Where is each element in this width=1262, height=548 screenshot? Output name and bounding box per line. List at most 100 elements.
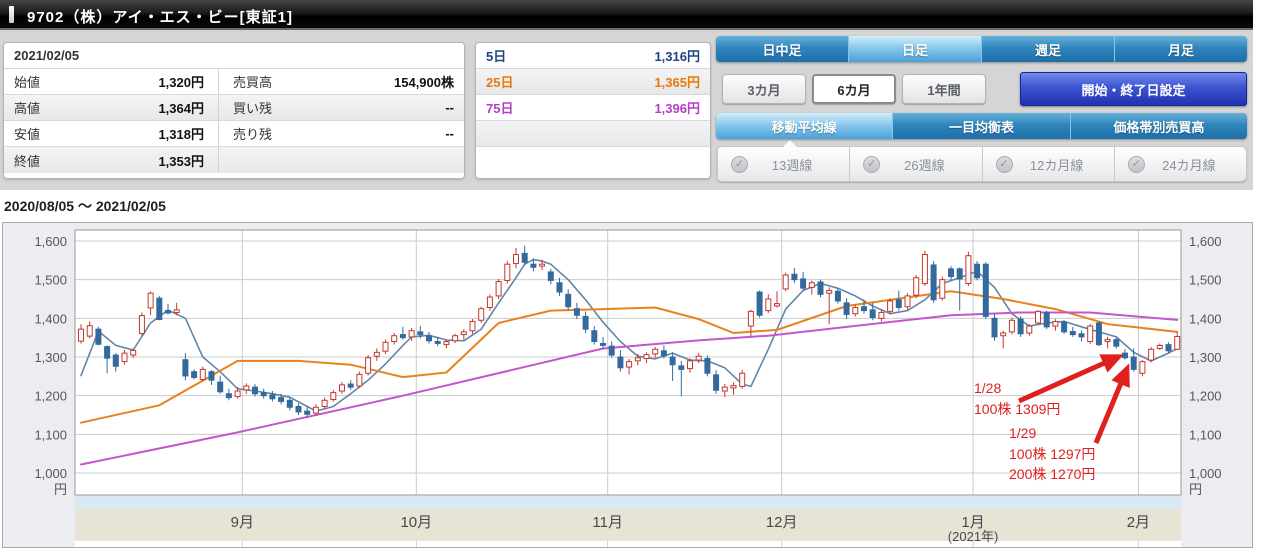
ma-lines [80, 258, 1179, 466]
next-panel-sliver [75, 541, 1181, 547]
candle [1017, 318, 1024, 335]
range-1year-button[interactable]: 1年間 [902, 74, 986, 104]
checkbox-label: 24カ月線 [1162, 157, 1216, 173]
checkbox-label: 13週線 [771, 157, 813, 173]
candle [112, 354, 119, 367]
checkbox-13week-line[interactable]: ✓ 13週線 [717, 147, 849, 181]
range-3month-button[interactable]: 3カ月 [722, 74, 806, 104]
candle [1130, 356, 1137, 370]
ma-line-25日 [80, 290, 1179, 424]
range-6month-button[interactable]: 6カ月 [812, 74, 896, 104]
checkbox-12month-line[interactable]: ✓ 12カ月線 [981, 147, 1114, 181]
check-icon[interactable]: ✓ [731, 155, 748, 173]
candle [739, 372, 746, 387]
tab-ichimoku[interactable]: 一目均衡表 [893, 113, 1071, 139]
candle [243, 385, 250, 391]
candle [634, 357, 641, 362]
checkbox-24month-line[interactable]: ✓ 24カ月線 [1113, 147, 1246, 181]
candle [887, 300, 894, 312]
candle [765, 298, 772, 312]
annotation-text: 1/28 [974, 380, 1001, 396]
scroll-band [75, 496, 1181, 509]
annotation-arrow [1017, 354, 1124, 404]
month-label: 12月 [766, 514, 798, 531]
quote-row-open: 始値 1,320円 売買高 154,900株 [4, 69, 464, 95]
candle [782, 274, 789, 290]
candle [356, 373, 363, 387]
gridlines [75, 240, 1181, 474]
candle [182, 359, 189, 377]
candle [591, 330, 598, 343]
y-tick-label: 1,200 [1189, 389, 1222, 404]
y-tick-label: 1,600 [34, 234, 67, 249]
low-value: 1,318円 [158, 127, 204, 142]
candle [443, 341, 450, 346]
candle [1122, 352, 1128, 359]
y-tick-label: 1,300 [1189, 350, 1222, 365]
tab-daily[interactable]: 日足 [849, 36, 982, 62]
candle [756, 291, 763, 316]
candle [895, 299, 902, 309]
month-label: 11月 [592, 514, 623, 531]
y-tick-label: 1,300 [34, 350, 67, 365]
tab-volume-by-price[interactable]: 価格帯別売買高 [1070, 113, 1247, 139]
candle [730, 385, 737, 389]
margin-sell-value: -- [445, 126, 454, 141]
candle [104, 346, 111, 359]
candle [852, 307, 859, 315]
ma-line-5日 [80, 258, 1178, 412]
candle [565, 293, 572, 308]
candle [982, 263, 989, 317]
month-axis: 9月 10月 11月 12月 1月(2021年) 2月 [231, 230, 1150, 547]
chart-date-range: 2020/08/05 ～ 2021/02/05 [4, 198, 166, 214]
candle [1008, 319, 1015, 333]
check-icon[interactable]: ✓ [863, 155, 881, 173]
candle [861, 306, 867, 312]
open-label: 始値 [14, 75, 41, 90]
tab-moving-average[interactable]: 移動平均線 [716, 113, 894, 139]
candle [199, 368, 206, 380]
y-tick-label: 1,100 [1189, 427, 1222, 442]
tab-weekly[interactable]: 週足 [982, 36, 1115, 62]
candle [347, 383, 354, 388]
check-icon[interactable]: ✓ [1127, 155, 1145, 173]
y-tick-label: 1,200 [34, 389, 67, 404]
candle [78, 328, 84, 342]
high-value: 1,364円 [158, 101, 204, 116]
candle [469, 320, 476, 332]
y-tick-label: 1,500 [1189, 273, 1222, 288]
candle [643, 354, 650, 360]
checkbox-26week-line[interactable]: ✓ 26週線 [849, 147, 981, 181]
trade-annotations: 1/28 100株 1309円 1/29 100株 1297円 200株 1270円 [974, 354, 1130, 482]
candle [426, 335, 432, 342]
annotation-text: 200株 1270円 [1009, 466, 1095, 482]
candle [1156, 344, 1163, 349]
candle [365, 357, 372, 374]
tab-intraday[interactable]: 日中足 [716, 36, 849, 62]
candle [687, 360, 693, 370]
candle [504, 263, 511, 281]
y-tick-label: 1,000 [1189, 466, 1222, 481]
candle [800, 278, 807, 289]
check-icon[interactable]: ✓ [995, 155, 1013, 173]
tab-monthly[interactable]: 月足 [1115, 36, 1247, 62]
candle [295, 405, 302, 413]
high-label: 高値 [14, 101, 41, 116]
candle [513, 254, 519, 264]
y-unit-label: 円 [1189, 482, 1202, 497]
month-label: 1月 [961, 514, 984, 531]
title-accent-bar [9, 6, 14, 23]
volume-value: 154,900株 [394, 75, 454, 90]
ma-option-bar: ✓ 13週線 ✓ 26週線 ✓ 12カ月線 ✓ 24カ月線 [716, 140, 1247, 182]
title-bar: 9702（株）アイ・エス・ビー[東証1] [0, 0, 1253, 30]
candle [339, 384, 345, 392]
candle [173, 309, 180, 314]
y-tick-label: 1,100 [34, 427, 67, 442]
close-label: 終値 [14, 153, 41, 169]
candle [495, 281, 502, 297]
notch-pointer [783, 140, 797, 147]
candle [434, 341, 441, 344]
candle [817, 281, 824, 295]
candle [1026, 325, 1033, 334]
date-setting-button[interactable]: 開始・終了日設定 [1020, 72, 1247, 106]
